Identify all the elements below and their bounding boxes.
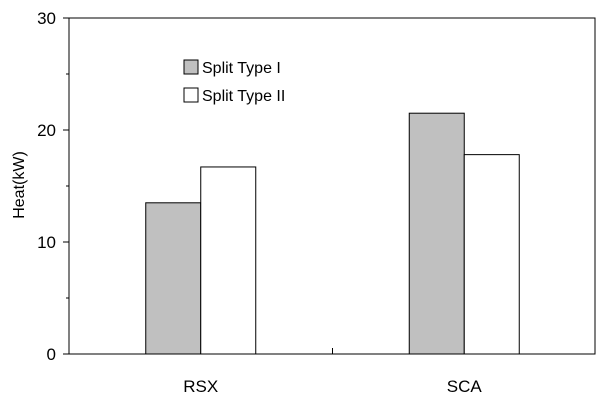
bar-rsx-series-1 <box>145 202 202 355</box>
bars-group <box>145 112 520 355</box>
legend-label-1: Split Type I <box>202 60 281 77</box>
legend-swatch-2 <box>183 87 199 103</box>
y-axis-ticks: 0 10 20 30 <box>37 9 69 364</box>
bar-rsx-series-2 <box>200 166 257 355</box>
bar-sca-series-2 <box>463 154 520 355</box>
x-tick-label: RSX <box>183 377 218 396</box>
y-tick-label: 10 <box>37 233 56 252</box>
y-tick-label: 20 <box>37 121 56 140</box>
legend-swatch-1 <box>183 59 199 75</box>
y-axis-title: Heat(kW) <box>11 151 28 219</box>
y-tick-label: 0 <box>47 345 56 364</box>
legend-label-2: Split Type II <box>202 88 285 105</box>
y-tick-label: 30 <box>37 9 56 28</box>
bar-sca-series-1 <box>408 112 465 355</box>
x-tick-label: SCA <box>447 377 483 396</box>
legend: Split Type I Split Type II <box>183 59 285 105</box>
x-axis-ticks: RSX SCA <box>183 348 482 396</box>
